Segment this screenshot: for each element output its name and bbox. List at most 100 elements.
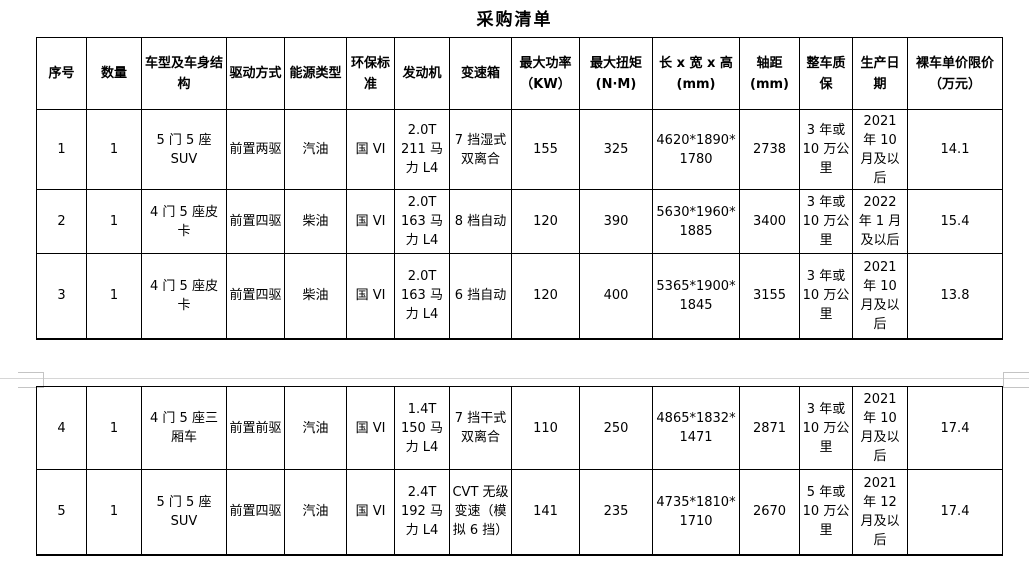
table-cell: 4 xyxy=(36,386,87,470)
table-cell: 国 VI xyxy=(346,109,395,190)
table-cell: 2.0T 163 马力 L4 xyxy=(394,253,450,340)
table-cell: 14.1 xyxy=(907,109,1003,190)
column-header-wheelbase: 轴距(mm) xyxy=(739,37,800,110)
table-cell: 2021 年 10 月及以后 xyxy=(852,253,908,340)
table-cell: CVT 无级变速（模拟 6 挡） xyxy=(449,469,512,556)
column-header-quantity: 数量 xyxy=(86,37,142,110)
table-cell: 国 VI xyxy=(346,189,395,254)
column-header-body-type: 车型及车身结构 xyxy=(141,37,227,110)
table-cell: 2021 年 10 月及以后 xyxy=(852,386,908,470)
table-cell: 5 门 5 座 SUV xyxy=(141,109,227,190)
table-cell: 前置两驱 xyxy=(226,109,285,190)
table-cell: 1 xyxy=(86,469,142,556)
table-cell: 国 VI xyxy=(346,469,395,556)
table-cell: 2 xyxy=(36,189,87,254)
table-cell: 3 xyxy=(36,253,87,340)
column-header-energy-type: 能源类型 xyxy=(284,37,347,110)
column-header-production-date: 生产日期 xyxy=(852,37,908,110)
table-cell: 3 年或 10 万公里 xyxy=(799,386,853,470)
table-cell: 2021 年 12 月及以后 xyxy=(852,469,908,556)
table-cell: 155 xyxy=(511,109,580,190)
procurement-table-part1: 序号 数量 车型及车身结构 驱动方式 能源类型 环保标准 发动机 变速箱 最大功… xyxy=(36,37,1003,340)
table-cell: 1 xyxy=(86,386,142,470)
table-cell: 2021 年 10 月及以后 xyxy=(852,109,908,190)
table-cell: 汽油 xyxy=(284,109,347,190)
table-cell: 235 xyxy=(579,469,653,556)
table-cell: 2.4T 192 马力 L4 xyxy=(394,469,450,556)
table-cell: 2.0T 163 马力 L4 xyxy=(394,189,450,254)
column-header-dimensions: 长 x 宽 x 高(mm) xyxy=(652,37,740,110)
table-cell: 汽油 xyxy=(284,386,347,470)
table-cell: 柴油 xyxy=(284,189,347,254)
table-cell: 5630*1960*1885 xyxy=(652,189,740,254)
table-cell: 120 xyxy=(511,253,580,340)
table-cell: 13.8 xyxy=(907,253,1003,340)
table-cell: 4735*1810*1710 xyxy=(652,469,740,556)
procurement-table-part2: 4 1 4 门 5 座三厢车 前置前驱 汽油 国 VI 1.4T 150 马力 … xyxy=(36,386,1003,556)
table-cell: 17.4 xyxy=(907,469,1003,556)
table-cell: 4620*1890*1780 xyxy=(652,109,740,190)
table-cell: 1 xyxy=(36,109,87,190)
table-cell: 4 门 5 座三厢车 xyxy=(141,386,227,470)
table-cell: 国 VI xyxy=(346,253,395,340)
column-header-index: 序号 xyxy=(36,37,87,110)
table-cell: 1.4T 150 马力 L4 xyxy=(394,386,450,470)
table-row: 2 1 4 门 5 座皮卡 前置四驱 柴油 国 VI 2.0T 163 马力 L… xyxy=(36,189,1003,254)
table-cell: 400 xyxy=(579,253,653,340)
table-cell: 4865*1832*1471 xyxy=(652,386,740,470)
table-cell: 前置四驱 xyxy=(226,469,285,556)
column-header-drive-mode: 驱动方式 xyxy=(226,37,285,110)
table-cell: 5 年或 10 万公里 xyxy=(799,469,853,556)
table-cell: 325 xyxy=(579,109,653,190)
table-cell: 7 挡干式双离合 xyxy=(449,386,512,470)
table-cell: 6 挡自动 xyxy=(449,253,512,340)
table-cell: 2670 xyxy=(739,469,800,556)
table-cell: 1 xyxy=(86,253,142,340)
table-cell: 5 门 5 座 SUV xyxy=(141,469,227,556)
table-cell: 120 xyxy=(511,189,580,254)
table-cell: 2022 年 1 月及以后 xyxy=(852,189,908,254)
table-cell: 5 xyxy=(36,469,87,556)
page-margin-marker-right xyxy=(1003,372,1029,388)
table-cell: 前置四驱 xyxy=(226,189,285,254)
table-cell: 141 xyxy=(511,469,580,556)
table-cell: 3 年或 10 万公里 xyxy=(799,109,853,190)
column-header-gearbox: 变速箱 xyxy=(449,37,512,110)
table-cell: 4 门 5 座皮卡 xyxy=(141,189,227,254)
column-header-engine: 发动机 xyxy=(394,37,450,110)
table-row: 4 1 4 门 5 座三厢车 前置前驱 汽油 国 VI 1.4T 150 马力 … xyxy=(36,386,1003,470)
table-row: 5 1 5 门 5 座 SUV 前置四驱 汽油 国 VI 2.4T 192 马力… xyxy=(36,469,1003,556)
column-header-price-limit: 裸车单价限价（万元） xyxy=(907,37,1003,110)
table-row: 3 1 4 门 5 座皮卡 前置四驱 柴油 国 VI 2.0T 163 马力 L… xyxy=(36,253,1003,340)
table-cell: 4 门 5 座皮卡 xyxy=(141,253,227,340)
table-cell: 8 档自动 xyxy=(449,189,512,254)
page-margin-marker-left xyxy=(18,372,44,388)
table-cell: 柴油 xyxy=(284,253,347,340)
column-header-emission-standard: 环保标准 xyxy=(346,37,395,110)
table-cell: 2.0T 211 马力 L4 xyxy=(394,109,450,190)
table-cell: 前置四驱 xyxy=(226,253,285,340)
column-header-max-torque: 最大扭矩(N·M) xyxy=(579,37,653,110)
table-cell: 3400 xyxy=(739,189,800,254)
table-cell: 2738 xyxy=(739,109,800,190)
header-row: 序号 数量 车型及车身结构 驱动方式 能源类型 环保标准 发动机 变速箱 最大功… xyxy=(36,37,1003,110)
table-cell: 7 挡湿式双离合 xyxy=(449,109,512,190)
column-header-max-power: 最大功率（KW） xyxy=(511,37,580,110)
column-header-warranty: 整车质保 xyxy=(799,37,853,110)
table-cell: 17.4 xyxy=(907,386,1003,470)
table-cell: 前置前驱 xyxy=(226,386,285,470)
table-cell: 3 年或 10 万公里 xyxy=(799,189,853,254)
table-cell: 1 xyxy=(86,189,142,254)
table-cell: 110 xyxy=(511,386,580,470)
table-cell: 390 xyxy=(579,189,653,254)
table-cell: 汽油 xyxy=(284,469,347,556)
table-cell: 2871 xyxy=(739,386,800,470)
table-cell: 250 xyxy=(579,386,653,470)
table-cell: 5365*1900*1845 xyxy=(652,253,740,340)
table-cell: 15.4 xyxy=(907,189,1003,254)
table-cell: 3155 xyxy=(739,253,800,340)
table-cell: 国 VI xyxy=(346,386,395,470)
page-break-line xyxy=(0,378,1029,379)
table-cell: 3 年或 10 万公里 xyxy=(799,253,853,340)
page-title: 采购清单 xyxy=(476,10,553,30)
